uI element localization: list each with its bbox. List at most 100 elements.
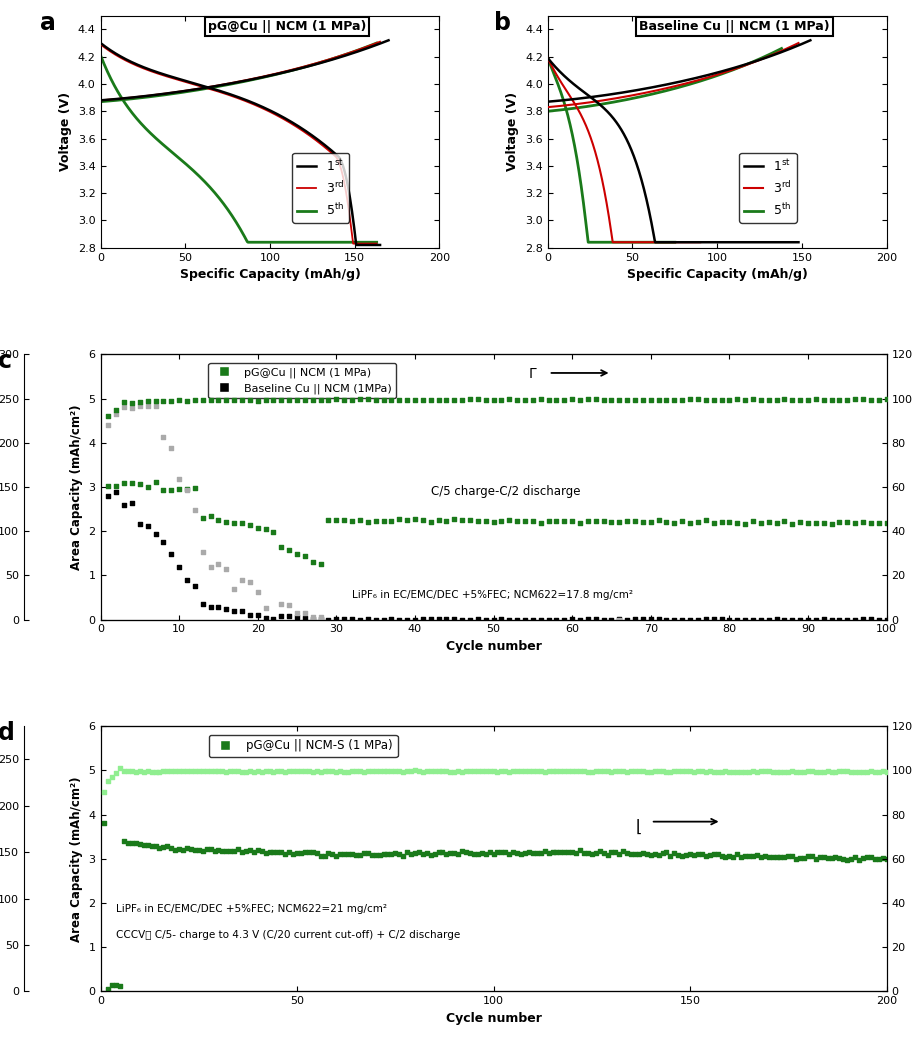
Point [738,764,752,780]
Point [675,391,689,408]
Point [777,612,792,628]
Point [792,391,807,408]
Point [667,514,682,531]
Point [235,572,250,588]
Point [345,845,359,862]
Point [758,848,772,864]
Point [859,764,874,780]
Point [844,764,858,780]
Point [714,391,728,408]
Point [408,844,422,861]
Point [486,513,501,530]
Point [298,763,313,779]
Point [848,764,863,780]
Point [738,515,752,532]
Point [156,481,171,498]
Point [589,513,603,530]
Point [235,843,250,860]
Point [184,763,198,779]
Point [471,512,485,529]
Point [211,555,226,572]
Point [490,764,505,780]
Point [266,843,281,860]
Point [175,763,190,779]
Point [848,391,863,408]
Point [345,611,359,627]
Point [777,764,792,780]
Point [109,484,123,500]
Point [749,847,764,863]
Point [136,836,151,853]
Point [514,763,528,779]
Point [691,391,706,408]
Point [471,611,485,627]
Point [565,513,579,530]
Point [219,391,234,408]
Point [148,837,163,854]
Point [856,514,870,531]
Point [133,836,147,853]
Point [683,514,697,531]
Point [707,764,721,780]
Point [180,483,195,499]
Point [664,764,678,780]
Point [172,471,186,488]
Point [679,847,694,863]
Point [573,391,588,408]
Point [691,612,706,628]
Point [408,511,422,528]
Point [247,843,261,860]
Point [305,392,320,409]
Point [113,759,128,776]
Point [278,845,292,862]
Point [148,392,163,409]
Point [580,764,595,780]
Point [455,612,470,628]
Point [455,764,470,780]
Point [848,849,863,865]
Point [196,392,210,409]
Point [777,513,792,530]
Point [187,841,202,858]
Point [447,391,462,408]
Point [408,391,422,408]
Point [557,763,571,779]
Point [604,612,619,628]
Point [840,513,855,530]
Point [416,611,430,627]
Point [242,574,257,591]
Point [353,391,367,408]
Point [612,513,627,530]
Point [589,844,603,861]
Point [136,764,151,780]
Point [164,481,178,498]
Point [722,514,737,531]
Point [836,850,851,866]
Point [408,612,422,628]
Point [596,844,611,861]
Point [192,841,207,858]
Point [353,612,367,628]
Point [840,391,855,408]
Text: C/5: C/5 [163,766,180,775]
Point [647,845,662,862]
Point [148,398,163,414]
Point [325,845,340,862]
Point [640,845,654,862]
Point [879,514,894,531]
Point [659,391,674,408]
Point [215,763,229,779]
Point [517,512,532,529]
Point [722,391,737,408]
Point [392,391,407,408]
Point [474,763,489,779]
Point [423,847,438,863]
Point [399,763,414,779]
Point [286,763,301,779]
Point [726,849,740,865]
Point [455,512,470,529]
Point [726,764,740,780]
Point [797,764,812,780]
Point [785,391,800,408]
Point [168,841,183,858]
